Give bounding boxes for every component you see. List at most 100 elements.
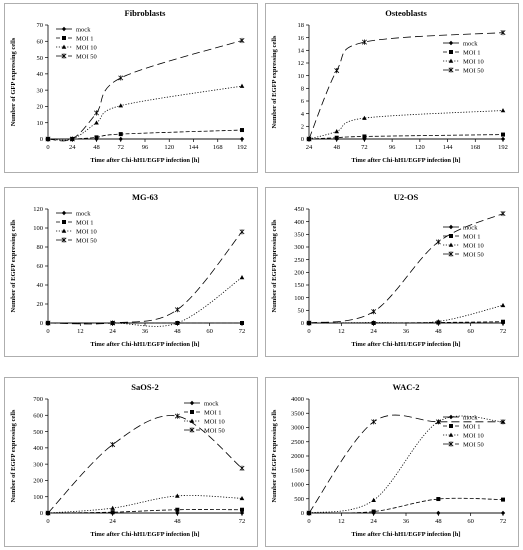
data-point-mock: [239, 510, 245, 516]
y-tick-label: 6: [301, 98, 305, 105]
y-tick-label: 3000: [291, 425, 304, 432]
chart-frame: [265, 377, 519, 547]
y-tick-label: 600: [33, 412, 43, 419]
data-point-moi-10: [94, 120, 99, 125]
data-point-moi-50: [306, 510, 312, 516]
legend-label-mock: mock: [76, 26, 91, 33]
series-line-moi-1: [47, 509, 243, 514]
series-moi-50: [306, 210, 506, 326]
data-point-moi-1: [371, 509, 376, 514]
x-tick-label: 72: [118, 144, 125, 151]
legend-marker-moi-50: [189, 427, 195, 433]
legend-marker-mock: [448, 414, 454, 420]
legend-marker-moi-10: [61, 228, 67, 233]
data-point-moi-50: [239, 465, 245, 471]
legend-marker-moi-1: [449, 234, 453, 238]
x-tick-label: 48: [333, 144, 340, 151]
data-point-moi-50: [361, 39, 367, 45]
data-point-moi-50: [435, 419, 441, 425]
y-tick-label: 4: [301, 111, 305, 118]
chart-frame: [4, 377, 258, 547]
x-tick-label: 72: [500, 328, 507, 335]
legend-label-moi-50: MOI 50: [463, 67, 484, 74]
legend: mock MOI 1 MOI 10 MOI 50: [56, 26, 97, 60]
data-point-moi-1: [436, 497, 441, 502]
y-tick-label: 0: [40, 320, 43, 327]
y-tick-label: 14: [298, 48, 305, 55]
x-tick-label: 36: [403, 518, 410, 525]
data-point-moi-1: [110, 510, 115, 515]
legend-marker-moi-1: [62, 220, 66, 224]
series-line-moi-10: [308, 304, 504, 324]
y-tick-label: 30: [37, 87, 44, 94]
legend-marker-moi-1: [62, 36, 66, 40]
y-axis-label: Number of EGFP expressing cells: [10, 409, 17, 502]
y-tick-label: 500: [294, 496, 304, 503]
y-tick-label: 20: [37, 301, 44, 308]
y-tick-label: 2500: [291, 439, 304, 446]
chart-title: WAC-2: [393, 382, 420, 392]
data-point-moi-1: [175, 507, 180, 512]
legend-marker-moi-10: [61, 44, 67, 49]
chart-svg: U2-OS 0 50 100 150 200 250 300 350 400 450 0 12 24 36 4…: [265, 187, 519, 357]
y-axis-label: Number of EGFP expressing cells: [10, 219, 17, 312]
series-moi-50: [306, 414, 506, 516]
chart-title: Osteoblasts: [385, 8, 427, 18]
legend-marker-moi-10: [448, 242, 454, 247]
series-line-moi-1: [308, 134, 504, 140]
y-tick-label: 0: [301, 320, 304, 327]
chart-panel-osteoblasts: Osteoblasts 0 2 4 6 8 10 12 14 16 18 24 48 72 96 120 144…: [265, 3, 519, 173]
x-tick-label: 192: [498, 144, 508, 151]
y-tick-label: 70: [37, 22, 44, 29]
x-tick-label: 24: [109, 328, 116, 335]
y-tick-label: 200: [294, 270, 304, 277]
chart-title: SaOS-2: [131, 382, 158, 392]
data-point-moi-50: [174, 413, 180, 419]
data-point-moi-1: [94, 135, 99, 140]
data-point-moi-10: [362, 115, 367, 120]
series-line-moi-50: [47, 415, 243, 514]
y-axis-label: Number of EGFP expressing cells: [271, 409, 278, 502]
series-moi-50: [45, 229, 245, 326]
series-line-moi-50: [308, 414, 503, 514]
x-tick-label: 72: [239, 518, 246, 525]
x-tick-label: 96: [389, 144, 396, 151]
series-moi-50: [45, 413, 245, 516]
y-axis-label: Number of EGFP expressing cells: [271, 219, 278, 312]
legend-label-moi-50: MOI 50: [463, 251, 484, 258]
y-tick-label: 4000: [291, 396, 304, 403]
data-point-moi-50: [239, 229, 245, 235]
y-tick-label: 700: [33, 396, 43, 403]
y-tick-label: 2: [301, 124, 304, 131]
data-point-moi-50: [118, 75, 124, 81]
chart-title: U2-OS: [394, 192, 419, 202]
y-tick-label: 20: [37, 104, 44, 111]
x-tick-label: 0: [46, 518, 49, 525]
x-tick-label: 48: [435, 518, 442, 525]
data-point-moi-50: [45, 320, 51, 326]
chart-panel-u2os: U2-OS 0 50 100 150 200 250 300 350 400 450 0 12 24 36 4…: [265, 187, 519, 357]
x-axis-label: Time after Chi-hH1/EGFP infection [h]: [351, 531, 460, 538]
data-point-moi-50: [110, 442, 116, 448]
chart-frame: [4, 187, 258, 357]
data-point-moi-10: [110, 505, 115, 510]
y-tick-label: 350: [294, 232, 304, 239]
y-axis-label: Number of GFP expressing cells: [10, 37, 17, 126]
data-point-moi-50: [306, 136, 312, 142]
data-point-moi-10: [371, 497, 376, 502]
x-tick-label: 168: [470, 144, 480, 151]
x-tick-label: 36: [403, 328, 410, 335]
x-tick-label: 96: [142, 144, 149, 151]
chart-svg: SaOS-2 0 100 200 300 400 500 600 700 0 24 48 72 Time …: [4, 377, 258, 547]
chart-title: MG-63: [132, 192, 158, 202]
data-point-moi-1: [501, 319, 505, 324]
x-tick-label: 48: [174, 518, 181, 525]
legend-label-moi-10: MOI 10: [463, 432, 484, 439]
x-tick-label: 120: [164, 144, 174, 151]
x-tick-label: 24: [306, 144, 313, 151]
y-tick-label: 500: [33, 429, 43, 436]
legend-marker-moi-50: [448, 251, 454, 257]
y-tick-label: 12: [298, 60, 305, 67]
legend-marker-moi-1: [449, 424, 453, 428]
